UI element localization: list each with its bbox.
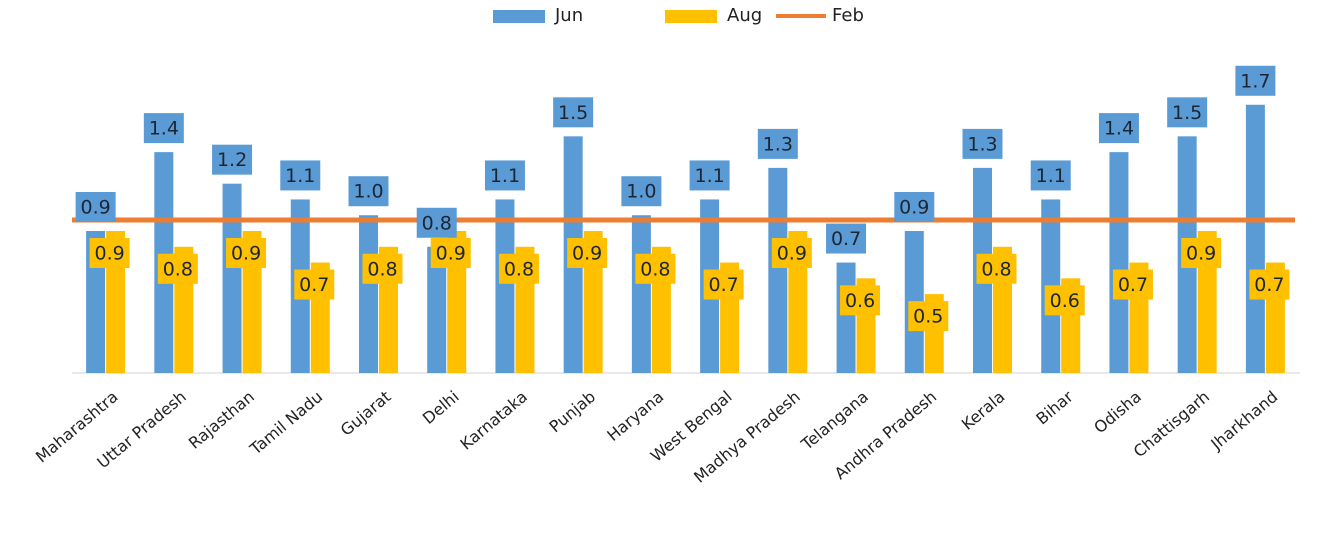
data-label: 0.9 xyxy=(1186,243,1216,265)
data-label-box xyxy=(1112,269,1153,300)
data-label-box xyxy=(962,128,1003,159)
data-label: 0.9 xyxy=(572,243,602,265)
data-label: 1.0 xyxy=(353,181,383,203)
data-label-box xyxy=(703,269,744,300)
x-tick-label: Delhi xyxy=(419,387,463,428)
bar xyxy=(495,199,515,373)
data-label-box xyxy=(757,128,798,159)
data-label: 1.0 xyxy=(626,181,656,203)
data-label: 0.6 xyxy=(845,290,875,312)
data-label: 1.1 xyxy=(490,165,520,187)
data-label-box xyxy=(212,144,253,175)
data-label-box xyxy=(908,301,949,332)
data-label-box xyxy=(567,238,608,268)
data-label: 0.8 xyxy=(367,258,397,280)
legend-swatch xyxy=(665,10,717,23)
data-label-box xyxy=(1098,113,1139,144)
data-label-box xyxy=(1235,65,1276,96)
data-label-box xyxy=(348,176,389,207)
legend-swatch xyxy=(493,10,545,23)
data-label-box xyxy=(226,238,267,268)
x-tick-label: Kerala xyxy=(958,387,1009,434)
data-label: 0.7 xyxy=(1254,274,1284,296)
data-label-box xyxy=(484,160,525,191)
bar xyxy=(1245,104,1265,374)
data-label: 0.8 xyxy=(422,212,452,234)
x-tick-label: Chattisgarh xyxy=(1130,387,1213,461)
x-tick-label: Tamil Nadu xyxy=(245,387,326,459)
data-label: 1.5 xyxy=(558,102,588,124)
data-label: 0.9 xyxy=(81,197,111,219)
data-label: 1.5 xyxy=(1172,102,1202,124)
data-label: 0.9 xyxy=(231,243,261,265)
data-label: 0.9 xyxy=(899,197,929,219)
data-label-box xyxy=(1181,238,1222,268)
bar xyxy=(836,262,856,373)
bar xyxy=(631,215,651,373)
data-label: 0.8 xyxy=(504,258,534,280)
legend-label: Jun xyxy=(554,5,583,26)
data-label-box xyxy=(840,285,881,316)
data-label-box xyxy=(430,238,471,268)
data-label-box xyxy=(143,113,184,144)
data-label: 0.9 xyxy=(95,243,125,265)
x-tick-label: Punjab xyxy=(546,387,600,436)
data-label-box xyxy=(294,269,335,300)
data-label: 1.1 xyxy=(695,165,725,187)
x-tick-label: Odisha xyxy=(1090,387,1145,437)
data-label-box xyxy=(553,97,594,128)
data-label-box xyxy=(362,253,403,284)
bar xyxy=(427,246,447,373)
data-label-box xyxy=(826,223,867,254)
data-label: 0.8 xyxy=(640,258,670,280)
data-label-box xyxy=(89,238,130,268)
data-label: 1.3 xyxy=(763,133,793,155)
data-label: 0.7 xyxy=(831,228,861,250)
data-label: 0.7 xyxy=(1118,274,1148,296)
data-label-box xyxy=(1044,285,1085,316)
data-label-box xyxy=(1249,269,1290,300)
data-label-box xyxy=(621,176,662,207)
data-label-box xyxy=(689,160,730,191)
data-label-box xyxy=(416,207,457,238)
data-label: 0.7 xyxy=(299,274,329,296)
data-label-box xyxy=(280,160,321,191)
data-label-box xyxy=(498,253,539,284)
data-label: 0.8 xyxy=(163,258,193,280)
bar xyxy=(359,215,378,373)
data-label: 0.5 xyxy=(913,306,943,328)
data-label: 0.8 xyxy=(981,258,1011,280)
data-label: 0.9 xyxy=(777,243,807,265)
data-label-box xyxy=(75,192,116,222)
data-label-box xyxy=(1030,160,1071,191)
x-tick-label: Jharkhand xyxy=(1207,387,1282,454)
data-label: 0.9 xyxy=(436,243,466,265)
legend-label: Aug xyxy=(727,5,762,26)
data-label: 1.1 xyxy=(1036,165,1066,187)
data-label: 1.1 xyxy=(285,165,315,187)
legend-label: Feb xyxy=(832,5,864,26)
bar xyxy=(1109,152,1129,373)
x-tick-label: Haryana xyxy=(603,387,667,445)
data-label-box xyxy=(1167,97,1208,128)
data-label: 1.2 xyxy=(217,149,247,171)
data-label: 1.4 xyxy=(149,118,179,140)
x-tick-label: Bihar xyxy=(1032,387,1077,429)
data-label-box xyxy=(157,253,198,284)
data-label: 0.6 xyxy=(1050,290,1080,312)
data-label-box xyxy=(635,253,676,284)
data-label: 1.7 xyxy=(1240,70,1270,92)
data-label-box xyxy=(771,238,812,268)
data-label-box xyxy=(894,192,935,222)
bar xyxy=(222,183,242,373)
x-tick-label: Gujarat xyxy=(337,387,395,440)
x-tick-label: Karnataka xyxy=(457,387,531,454)
bar xyxy=(768,167,788,373)
data-label: 1.3 xyxy=(967,133,997,155)
data-label: 1.4 xyxy=(1104,118,1134,140)
data-label: 0.7 xyxy=(709,274,739,296)
data-label-box xyxy=(976,253,1017,284)
